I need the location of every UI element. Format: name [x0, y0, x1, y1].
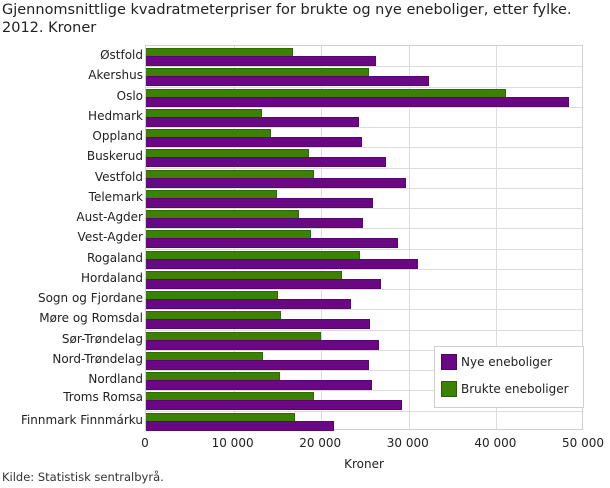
x-axis-label: Kroner — [344, 457, 384, 471]
x-axis-tick: 10 000 — [211, 436, 254, 450]
legend: Nye eneboliger Brukte eneboliger — [434, 346, 584, 408]
bar-nye — [146, 197, 373, 208]
y-axis-label: Møre og Romsdal — [39, 311, 143, 326]
y-axis-label: Oppland — [92, 129, 143, 144]
bar-nye — [146, 299, 351, 310]
bar-nye — [146, 238, 399, 249]
y-axis-label: Østfold — [100, 48, 143, 62]
x-axis-tick: 30 000 — [386, 436, 429, 450]
gridline-vertical — [496, 46, 498, 429]
y-axis-label: Nordland — [88, 372, 143, 387]
gridline-horizontal — [146, 208, 582, 210]
gridline-horizontal — [146, 66, 582, 68]
bar-nye — [146, 380, 372, 391]
gridline-horizontal — [146, 187, 582, 189]
y-axis-label: Sør-Trøndelag — [61, 331, 143, 346]
bar-nye — [146, 420, 335, 431]
y-axis-label: Telemark — [88, 189, 143, 204]
bar-nye — [146, 339, 380, 350]
y-axis-label: Finnmark Finnmárku — [20, 412, 143, 427]
bar-nye — [146, 258, 418, 269]
legend-swatch-purple — [441, 354, 457, 370]
y-axis-label: Hordaland — [81, 270, 143, 285]
bar-nye — [146, 400, 402, 411]
bar-nye — [146, 157, 387, 168]
gridline-horizontal — [146, 167, 582, 169]
legend-item-nye: Nye eneboliger — [441, 353, 552, 371]
legend-label-brukte: Brukte eneboliger — [461, 382, 569, 396]
source-note: Kilde: Statistisk sentralbyrå. — [2, 470, 164, 484]
y-axis-label: Hedmark — [88, 108, 143, 123]
legend-item-brukte: Brukte eneboliger — [441, 380, 569, 398]
bar-nye — [146, 137, 363, 148]
gridline-horizontal — [146, 289, 582, 291]
gridline-horizontal — [146, 86, 582, 88]
gridline-horizontal — [146, 106, 582, 108]
plot-area — [145, 45, 583, 431]
bar-nye — [146, 116, 359, 127]
bar-nye — [146, 278, 381, 289]
bar-nye — [146, 359, 370, 370]
bar-nye — [146, 177, 407, 188]
gridline-horizontal — [146, 390, 582, 392]
x-axis-tick: 0 — [141, 436, 149, 450]
gridline-vertical — [321, 46, 323, 429]
y-axis-label: Vest-Agder — [77, 230, 143, 245]
bar-nye — [146, 96, 570, 107]
y-axis-label: Sogn og Fjordane — [37, 291, 143, 306]
y-axis-label: Rogaland — [86, 250, 143, 265]
chart-title: Gjennomsnittlige kvadratmeterpriser for … — [2, 2, 572, 36]
y-axis-label: Troms Romsa — [63, 390, 143, 405]
x-axis-tick: 20 000 — [299, 436, 342, 450]
y-axis-label: Nord-Trøndelag — [52, 351, 143, 366]
x-axis-tick: 40 000 — [474, 436, 517, 450]
y-axis-label: Akershus — [88, 68, 143, 83]
gridline-horizontal — [146, 248, 582, 250]
bar-nye — [146, 76, 429, 87]
y-axis-label: Oslo — [116, 88, 143, 103]
y-axis-label: Vestfold — [94, 169, 143, 184]
x-axis-tick: 50 000 — [562, 436, 604, 450]
gridline-horizontal — [146, 329, 582, 331]
gridline-horizontal — [146, 147, 582, 149]
gridline-horizontal — [146, 309, 582, 311]
legend-swatch-green — [441, 381, 457, 397]
gridline-vertical — [408, 46, 410, 429]
legend-label-nye: Nye eneboliger — [461, 355, 553, 369]
bar-nye — [146, 56, 377, 66]
gridline-horizontal — [146, 349, 582, 351]
bar-nye — [146, 218, 364, 229]
y-axis-label: Buskerud — [86, 149, 143, 164]
y-axis-label: Aust-Agder — [76, 210, 143, 225]
gridline-horizontal — [146, 370, 582, 372]
gridline-horizontal — [146, 228, 582, 230]
gridline-horizontal — [146, 268, 582, 270]
gridline-horizontal — [146, 410, 582, 412]
bar-nye — [146, 319, 371, 330]
gridline-horizontal — [146, 127, 582, 129]
